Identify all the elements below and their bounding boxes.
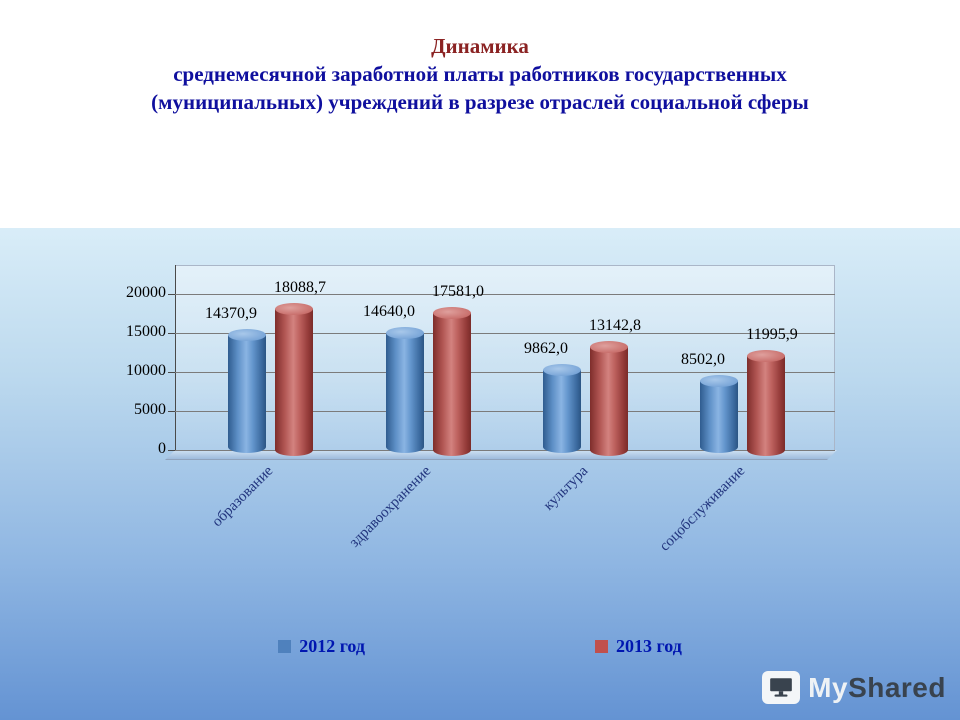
y-axis-label: 5000: [134, 401, 166, 418]
legend-item: 2013 год: [595, 636, 682, 657]
y-axis-tick: [168, 450, 175, 451]
gridline: [175, 333, 835, 334]
chart-legend: 2012 год 2013 год: [0, 636, 960, 657]
bar-value-label: 8502,0: [681, 350, 725, 368]
legend-label: 2013 год: [616, 636, 682, 656]
slide-title-line1: Динамика: [431, 34, 529, 58]
legend-swatch: [278, 640, 292, 653]
bar-value-label: 9862,0: [524, 340, 568, 358]
gridline: [175, 450, 835, 451]
y-axis-line: [175, 265, 176, 451]
x-axis-category-label: здравоохранение: [346, 463, 435, 551]
bar-value-label: 17581,0: [432, 282, 484, 300]
bar-2012-соцобслуживание: [700, 374, 738, 454]
slide-title-line2: среднемесячной заработной платы работник…: [173, 62, 787, 86]
watermark-text: MyShared: [808, 672, 946, 704]
legend-label: 2012 год: [299, 636, 365, 656]
bar-2013-культура: [590, 341, 628, 456]
bar-value-label: 13142,8: [589, 317, 641, 335]
bar-value-label: 18088,7: [274, 278, 326, 296]
chart-region: 0 5000 10000 15000 20000 14370,9 14640,0 9862,0…: [0, 228, 960, 720]
y-axis-label: 0: [158, 440, 166, 457]
gridline: [175, 411, 835, 412]
bar-2012-образование: [228, 328, 266, 454]
legend-item: 2012 год: [278, 636, 365, 657]
gridline: [175, 372, 835, 373]
slide-title-line3: (муниципальных) учреждений в разрезе отр…: [151, 90, 809, 114]
y-axis-tick: [168, 333, 175, 334]
x-axis-category-label: соцобслуживание: [656, 463, 749, 555]
monitor-icon: [770, 677, 792, 697]
gridline: [175, 294, 835, 295]
bar-value-label: 11995,9: [746, 326, 798, 344]
y-axis-tick: [168, 294, 175, 295]
x-axis-category-label: культура: [540, 463, 592, 514]
bar-2012-здравоохранение: [386, 326, 424, 454]
y-axis-tick: [168, 372, 175, 373]
bar-2013-здравоохранение: [433, 306, 471, 457]
watermark-text-shared: Shared: [848, 671, 946, 703]
bar-2013-соцобслуживание: [747, 350, 785, 456]
myshared-watermark: MyShared: [762, 671, 946, 704]
title-band: Динамика среднемесячной заработной платы…: [0, 0, 960, 228]
chart-floor: [165, 450, 837, 460]
legend-swatch: [595, 640, 608, 653]
y-axis-label: 10000: [126, 362, 166, 379]
y-axis-label: 20000: [126, 284, 166, 301]
myshared-logo-icon: [762, 671, 801, 704]
y-axis-tick: [168, 411, 175, 412]
bar-value-label: 14370,9: [205, 304, 257, 322]
x-axis-category-label: образование: [209, 463, 277, 531]
bar-value-label: 14640,0: [363, 302, 415, 320]
y-axis-label: 15000: [126, 323, 166, 340]
bar-2012-культура: [543, 364, 581, 453]
bar-2013-образование: [275, 302, 313, 457]
watermark-text-my: My: [808, 671, 849, 703]
plot-area: 0 5000 10000 15000 20000 14370,9 14640,0 9862,0…: [0, 228, 960, 720]
